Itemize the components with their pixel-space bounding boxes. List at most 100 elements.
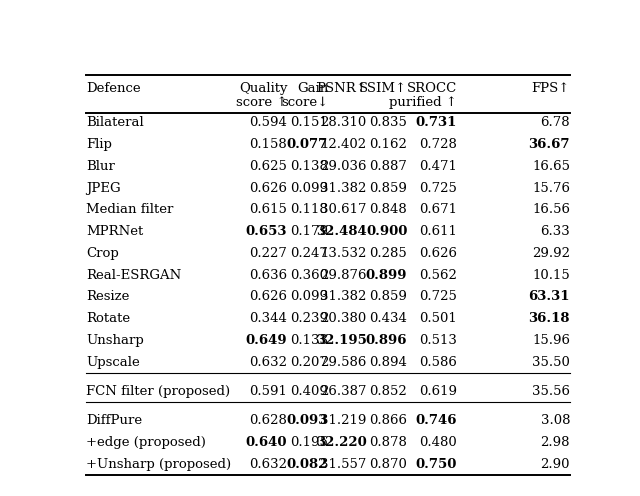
Text: 28.310: 28.310 [321, 116, 367, 129]
Text: 29.876: 29.876 [320, 269, 367, 282]
Text: 0.344: 0.344 [250, 312, 287, 325]
Text: 0.093: 0.093 [287, 415, 328, 428]
Text: Unsharp: Unsharp [86, 334, 144, 347]
Text: purified ↑: purified ↑ [389, 96, 457, 109]
Text: 0.878: 0.878 [369, 436, 408, 449]
Text: 0.866: 0.866 [369, 415, 408, 428]
Text: Resize: Resize [86, 291, 129, 304]
Text: Upscale: Upscale [86, 356, 140, 369]
Text: 0.728: 0.728 [419, 138, 457, 151]
Text: 2.90: 2.90 [541, 458, 570, 471]
Text: 32.484: 32.484 [316, 225, 367, 238]
Text: 0.285: 0.285 [370, 247, 408, 260]
Text: Median filter: Median filter [86, 203, 173, 216]
Text: Blur: Blur [86, 160, 115, 173]
Text: DiffPure: DiffPure [86, 415, 142, 428]
Text: 0.162: 0.162 [369, 138, 408, 151]
Text: 0.628: 0.628 [250, 415, 287, 428]
Text: 0.649: 0.649 [246, 334, 287, 347]
Text: Flip: Flip [86, 138, 112, 151]
Text: 0.207: 0.207 [290, 356, 328, 369]
Text: 30.617: 30.617 [320, 203, 367, 216]
Text: 6.78: 6.78 [540, 116, 570, 129]
Text: Real-ESRGAN: Real-ESRGAN [86, 269, 181, 282]
Text: 0.471: 0.471 [419, 160, 457, 173]
Text: 0.179: 0.179 [290, 225, 328, 238]
Text: 0.848: 0.848 [370, 203, 408, 216]
Text: 13.532: 13.532 [320, 247, 367, 260]
Text: 0.619: 0.619 [419, 385, 457, 398]
Text: SSIM↑: SSIM↑ [359, 82, 408, 95]
Text: score↓: score↓ [281, 96, 328, 109]
Text: 0.077: 0.077 [287, 138, 328, 151]
Text: 0.409: 0.409 [290, 385, 328, 398]
Text: 26.387: 26.387 [320, 385, 367, 398]
Text: 31.382: 31.382 [320, 182, 367, 194]
Text: 0.591: 0.591 [250, 385, 287, 398]
Text: 6.33: 6.33 [540, 225, 570, 238]
Text: 0.247: 0.247 [290, 247, 328, 260]
Text: 0.636: 0.636 [249, 269, 287, 282]
Text: 0.133: 0.133 [290, 334, 328, 347]
Text: 0.099: 0.099 [290, 182, 328, 194]
Text: 31.382: 31.382 [320, 291, 367, 304]
Text: 0.138: 0.138 [290, 160, 328, 173]
Text: 0.835: 0.835 [369, 116, 408, 129]
Text: 0.118: 0.118 [291, 203, 328, 216]
Text: +edge (proposed): +edge (proposed) [86, 436, 206, 449]
Text: 0.626: 0.626 [250, 182, 287, 194]
Text: Defence: Defence [86, 82, 141, 95]
Text: 0.859: 0.859 [369, 291, 408, 304]
Text: 36.18: 36.18 [529, 312, 570, 325]
Text: 15.96: 15.96 [532, 334, 570, 347]
Text: 0.746: 0.746 [415, 415, 457, 428]
Text: 63.31: 63.31 [529, 291, 570, 304]
Text: 29.036: 29.036 [320, 160, 367, 173]
Text: 32.220: 32.220 [316, 436, 367, 449]
Text: score ↑: score ↑ [236, 96, 287, 109]
Text: 0.626: 0.626 [250, 291, 287, 304]
Text: 35.56: 35.56 [532, 385, 570, 398]
Text: 0.870: 0.870 [369, 458, 408, 471]
Text: 0.594: 0.594 [250, 116, 287, 129]
Text: 16.56: 16.56 [532, 203, 570, 216]
Text: 0.859: 0.859 [369, 182, 408, 194]
Text: 3.08: 3.08 [541, 415, 570, 428]
Text: 0.725: 0.725 [419, 291, 457, 304]
Text: 0.611: 0.611 [419, 225, 457, 238]
Text: 0.151: 0.151 [291, 116, 328, 129]
Text: 0.894: 0.894 [369, 356, 408, 369]
Text: 0.671: 0.671 [419, 203, 457, 216]
Text: 0.640: 0.640 [246, 436, 287, 449]
Text: 0.434: 0.434 [369, 312, 408, 325]
Text: 0.896: 0.896 [366, 334, 408, 347]
Text: JPEG: JPEG [86, 182, 120, 194]
Text: 0.082: 0.082 [287, 458, 328, 471]
Text: MPRNet: MPRNet [86, 225, 143, 238]
Text: Bilateral: Bilateral [86, 116, 144, 129]
Text: 0.625: 0.625 [250, 160, 287, 173]
Text: 15.76: 15.76 [532, 182, 570, 194]
Text: 0.632: 0.632 [250, 458, 287, 471]
Text: 20.380: 20.380 [321, 312, 367, 325]
Text: FPS↑: FPS↑ [532, 82, 570, 95]
Text: 32.195: 32.195 [316, 334, 367, 347]
Text: 0.653: 0.653 [246, 225, 287, 238]
Text: 0.615: 0.615 [250, 203, 287, 216]
Text: 0.195: 0.195 [290, 436, 328, 449]
Text: 0.899: 0.899 [366, 269, 408, 282]
Text: 0.239: 0.239 [290, 312, 328, 325]
Text: 0.632: 0.632 [250, 356, 287, 369]
Text: 0.099: 0.099 [290, 291, 328, 304]
Text: 0.852: 0.852 [370, 385, 408, 398]
Text: 0.501: 0.501 [419, 312, 457, 325]
Text: Gain: Gain [297, 82, 328, 95]
Text: 2.98: 2.98 [541, 436, 570, 449]
Text: 0.227: 0.227 [250, 247, 287, 260]
Text: Crop: Crop [86, 247, 118, 260]
Text: PSNR↑: PSNR↑ [316, 82, 367, 95]
Text: 31.219: 31.219 [320, 415, 367, 428]
Text: +Unsharp (proposed): +Unsharp (proposed) [86, 458, 231, 471]
Text: 0.480: 0.480 [419, 436, 457, 449]
Text: Rotate: Rotate [86, 312, 130, 325]
